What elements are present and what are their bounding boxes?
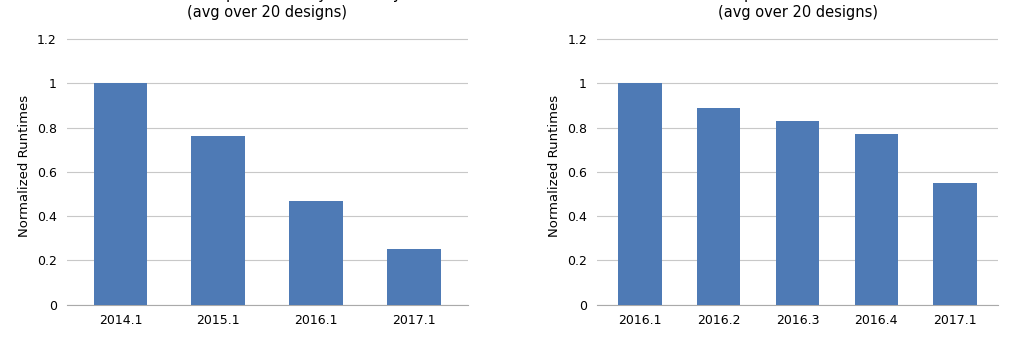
Bar xyxy=(93,83,147,304)
Title: Performance Improvements release to release
(avg over 20 designs): Performance Improvements release to rele… xyxy=(628,0,968,20)
Bar xyxy=(387,249,441,304)
Title: Performance Improvements year over year
(avg over 20 designs): Performance Improvements year over year … xyxy=(110,0,425,20)
Bar xyxy=(934,183,977,304)
Bar xyxy=(697,108,740,304)
Bar xyxy=(776,121,819,304)
Y-axis label: Normalized Runtimes: Normalized Runtimes xyxy=(18,95,32,237)
Y-axis label: Normalized Runtimes: Normalized Runtimes xyxy=(549,95,561,237)
Bar xyxy=(191,136,246,304)
Bar xyxy=(618,83,662,304)
Bar xyxy=(855,134,898,304)
Bar xyxy=(290,201,343,304)
